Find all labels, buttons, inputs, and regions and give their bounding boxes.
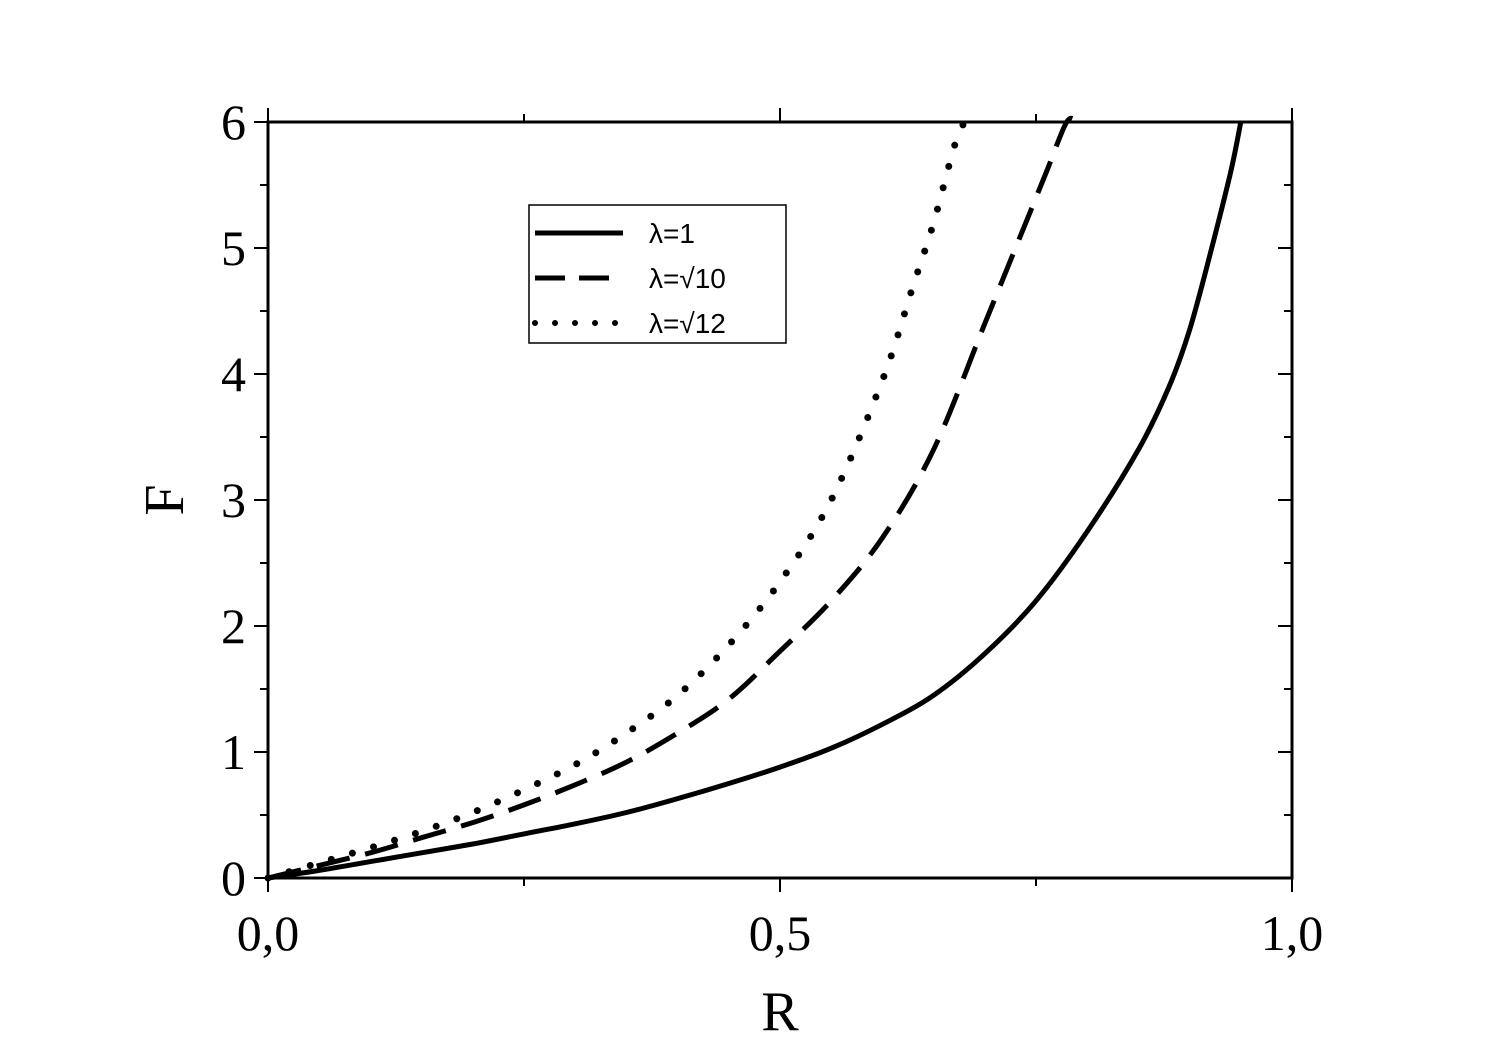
y-tick-label: 5 (221, 220, 246, 276)
legend-label-1: λ=1 (649, 218, 695, 249)
series-line-1 (267, 121, 1244, 881)
y-tick-label: 4 (221, 346, 246, 402)
x-axis-ticks: 0,0 0,5 1,0 (237, 108, 1324, 961)
y-tick-label: 6 (221, 94, 246, 150)
legend-box (528, 204, 787, 344)
legend-label-3: λ=√12 (649, 308, 726, 339)
y-axis-title: F (134, 484, 196, 515)
x-axis-title: R (761, 981, 799, 1043)
x-tick-label: 1,0 (1261, 905, 1324, 961)
series-line-2 (267, 115, 1079, 881)
y-tick-label: 3 (221, 472, 246, 528)
x-tick-label: 0,0 (237, 905, 300, 961)
x-tick-label: 0,5 (749, 905, 812, 961)
y-tick-label: 1 (221, 724, 246, 780)
series-line-3 (264, 118, 968, 882)
legend-label-2: λ=√10 (649, 263, 726, 294)
y-tick-label: 0 (221, 850, 246, 906)
y-axis-ticks: 0 1 2 3 4 5 6 (221, 94, 1292, 906)
curves (264, 115, 1244, 882)
legend: λ=1 λ=√10 λ=√12 (528, 204, 787, 344)
y-tick-label: 2 (221, 598, 246, 654)
